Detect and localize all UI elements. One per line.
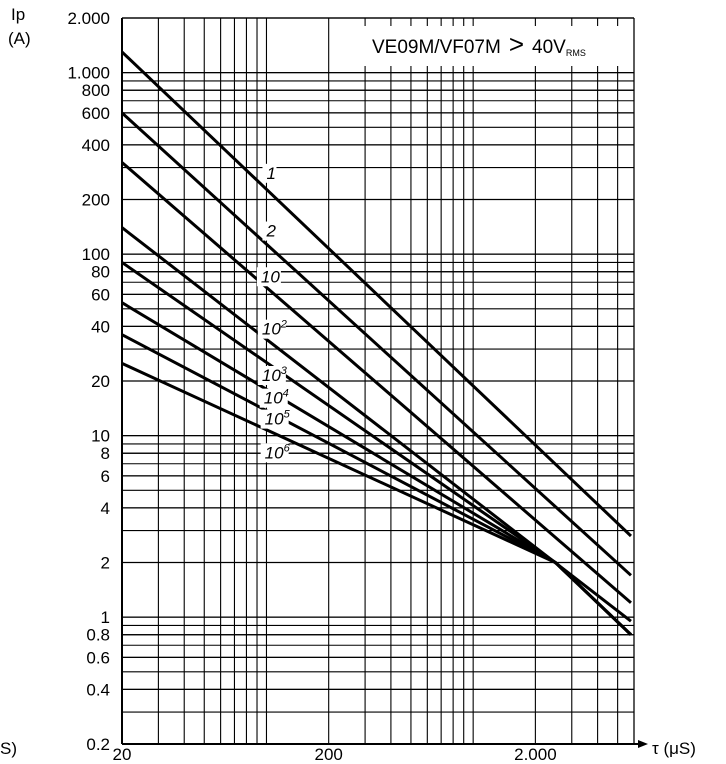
series-label: 102 [262, 319, 287, 339]
series-label-backdrop [257, 366, 286, 385]
x-axis-title-fragment: S) [0, 739, 17, 758]
legend-operator: > [509, 29, 524, 59]
y-tick-label: 1.000 [67, 64, 110, 83]
series-label: 1 [266, 164, 275, 183]
series-label-backdrop [257, 319, 286, 339]
series-label: 103 [262, 365, 288, 385]
y-tick-label: 40 [91, 317, 110, 336]
series-label-backdrop [262, 163, 277, 183]
series-label-backdrop [260, 443, 289, 463]
series-line [121, 261, 632, 636]
legend-subscript: RMS [566, 48, 586, 58]
legend: VE09M/VF07M >40VRMS [362, 26, 620, 66]
y-tick-label: 100 [82, 245, 110, 264]
y-tick-label: 200 [82, 191, 110, 210]
series-label-backdrop [262, 221, 277, 241]
y-tick-label: 0.6 [86, 648, 110, 667]
series-line [121, 362, 632, 636]
legend-box [362, 26, 620, 66]
series-label-exponent: 2 [280, 319, 287, 331]
legend-model: VE09M/VF07M [372, 37, 501, 58]
y-tick-label: 80 [91, 263, 110, 282]
series-label-exponent: 6 [284, 442, 291, 454]
y-axis-title-line1: Ip [11, 5, 25, 24]
y-tick-label: 400 [82, 136, 110, 155]
series-label-exponent: 5 [284, 409, 291, 421]
series-label: 2 [265, 222, 276, 241]
series-line [120, 50, 632, 538]
series-label-backdrop [260, 409, 289, 429]
series-line [120, 111, 632, 577]
y-tick-label: 4 [101, 499, 110, 518]
series-label-base: 10 [265, 443, 284, 462]
series-label-base: 10 [264, 389, 283, 408]
series-label-base: 10 [262, 320, 281, 339]
x-axis-arrow [638, 740, 648, 748]
y-tick-label: 10 [91, 427, 110, 446]
y-tick-label: 6 [101, 467, 110, 486]
series-label-base: 10 [262, 366, 281, 385]
series-lines [120, 50, 632, 636]
series-label-exponent: 4 [283, 388, 289, 400]
y-tick-label: 20 [91, 372, 110, 391]
series-label-base: 2 [265, 222, 276, 241]
y-tick-label: 8 [101, 444, 110, 463]
series-label: 105 [265, 409, 291, 429]
x-tick-label: 20 [113, 745, 132, 764]
y-tick-label: 800 [82, 81, 110, 100]
y-axis-title-line2: (A) [8, 29, 31, 48]
series-label-backdrop [256, 267, 281, 287]
y-tick-label: 2 [101, 554, 110, 573]
series-line [121, 161, 632, 604]
series-label-backdrop [259, 388, 288, 408]
series-label: 104 [264, 388, 289, 408]
x-axis-title: τ (μS) [652, 739, 696, 758]
y-tick-label: 0.8 [86, 626, 110, 645]
y-tick-label: 0.4 [86, 680, 110, 699]
x-tick-labels: 20 200 2.000 [113, 745, 557, 764]
series-label-exponent: 3 [281, 365, 288, 377]
series-label: 10 [261, 267, 280, 286]
y-tick-label: 600 [82, 104, 110, 123]
x-tick-label: 200 [315, 745, 343, 764]
axes [121, 17, 648, 748]
legend-text: VE09M/VF07M >40VRMS [372, 29, 586, 59]
legend-voltage: 40V [532, 37, 566, 58]
series-label-base: 1 [266, 164, 275, 183]
series-label: 106 [265, 442, 291, 462]
y-tick-label: 0.2 [86, 735, 110, 754]
y-tick-label: 2.000 [67, 9, 110, 28]
y-tick-label: 1 [101, 608, 110, 627]
series-label-base: 10 [261, 267, 280, 286]
series-label-base: 10 [265, 410, 284, 429]
y-tick-label: 60 [91, 285, 110, 304]
series-line [121, 333, 632, 636]
x-tick-label: 2.000 [514, 745, 557, 764]
